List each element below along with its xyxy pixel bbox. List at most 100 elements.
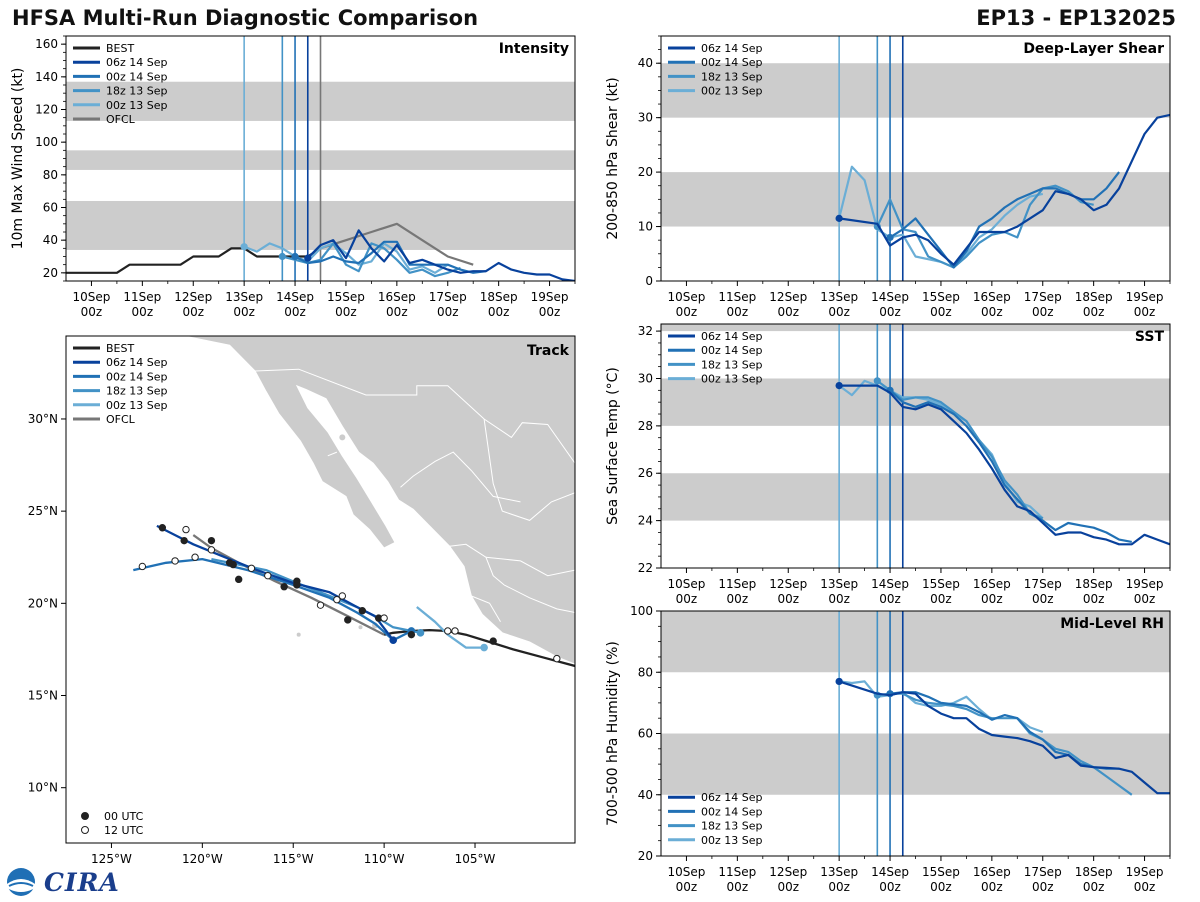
- x-tick-label-day: 15Sep: [922, 290, 960, 304]
- fix-marker-12utc: [138, 562, 147, 571]
- fix-marker-12utc: [264, 571, 272, 580]
- x-tick-label-day: 16Sep: [973, 577, 1011, 591]
- x-tick-label-hour: 00z: [930, 305, 952, 319]
- shear-chart: 01020304010Sep00z11Sep00z12Sep00z13Sep00…: [605, 35, 1171, 319]
- init-marker-run18z13: [873, 377, 881, 385]
- y-tick-label: 80: [43, 168, 58, 182]
- x-tick-label-hour: 00z: [727, 592, 749, 606]
- x-tick-label-day: 18Sep: [1075, 865, 1113, 879]
- fix-marker-12utc: [444, 627, 452, 635]
- y-tick-label: 120: [35, 103, 58, 117]
- fix-marker-00utc: [344, 616, 352, 624]
- series-line-run00z13: [243, 242, 449, 274]
- track-line-run00z14: [133, 557, 412, 642]
- y-tick-label: 160: [35, 37, 58, 51]
- legend-label: 00z 14 Sep: [106, 370, 168, 383]
- x-tick-label-day: 11Sep: [718, 865, 756, 879]
- x-tick-label-day: 11Sep: [718, 577, 756, 591]
- x-tick-label-day: 12Sep: [769, 290, 807, 304]
- x-tick-label-day: 10Sep: [73, 290, 111, 304]
- plot-content: [66, 36, 575, 281]
- init-marker-run00z14: [886, 233, 894, 242]
- y-tick-label: 20: [43, 266, 58, 280]
- y-tick-label: 22: [638, 561, 653, 575]
- fix-marker-12utc: [333, 595, 341, 604]
- x-tick-label-day: 12Sep: [769, 865, 807, 879]
- state-border: [503, 584, 575, 613]
- fix-marker-00utc: [280, 583, 288, 591]
- y-tick-label: 26: [638, 466, 653, 480]
- island: [339, 434, 346, 441]
- y-tick-label: 30: [638, 371, 653, 385]
- fix-marker-00utc: [234, 575, 243, 584]
- x-tick-label-day: 10Sep: [668, 865, 706, 879]
- x-tick-label-day: 11Sep: [718, 290, 756, 304]
- lat-tick-label: 15°N: [28, 689, 58, 703]
- x-tick-label-hour: 00z: [539, 305, 561, 319]
- state-border: [483, 418, 575, 521]
- legend-label: 06z 14 Sep: [106, 56, 168, 69]
- island: [358, 625, 363, 630]
- track-line-run00z13: [416, 606, 485, 649]
- x-tick-label-day: 10Sep: [668, 577, 706, 591]
- state-border: [485, 556, 575, 577]
- marker-legend-symbol: [81, 826, 89, 834]
- plot-content: [661, 324, 1170, 568]
- lon-tick-label: 110°W: [364, 852, 405, 866]
- x-tick-label-hour: 00z: [828, 880, 850, 894]
- lon-tick-label: 105°W: [455, 852, 496, 866]
- sst-chart: 22242628303210Sep00z11Sep00z12Sep00z13Se…: [605, 323, 1171, 606]
- x-tick-label-hour: 00z: [727, 305, 749, 319]
- x-tick-label-hour: 00z: [777, 592, 799, 606]
- x-tick-label-day: 13Sep: [225, 290, 263, 304]
- y-axis-label: 700-500 hPa Humidity (%): [605, 641, 621, 826]
- marker-legend-label: 12 UTC: [104, 824, 144, 837]
- y-tick-label: 20: [638, 165, 653, 179]
- y-tick-label: 40: [638, 788, 653, 802]
- x-tick-label-day: 17Sep: [1024, 865, 1062, 879]
- map-content: [133, 336, 575, 668]
- panel-title: Deep-Layer Shear: [1023, 41, 1164, 57]
- x-tick-label-day: 16Sep: [973, 290, 1011, 304]
- y-tick-label: 24: [638, 514, 653, 528]
- x-tick-label-day: 15Sep: [922, 865, 960, 879]
- x-tick-label-hour: 00z: [1032, 592, 1054, 606]
- legend-label: BEST: [106, 342, 134, 355]
- cira-logo: CIRA: [4, 866, 124, 898]
- x-tick-label-day: 18Sep: [1075, 290, 1113, 304]
- series-line-run00z14: [294, 240, 487, 274]
- init-marker-run18z13: [278, 252, 286, 261]
- series-line-run18z13: [876, 380, 1044, 520]
- legend-label: OFCL: [106, 113, 136, 126]
- fix-marker-00utc: [180, 536, 188, 545]
- panel-title: Mid-Level RH: [1060, 616, 1164, 632]
- x-tick-label-hour: 00z: [488, 305, 510, 319]
- legend-label: 18z 13 Sep: [701, 358, 763, 371]
- x-tick-label-hour: 00z: [1134, 592, 1156, 606]
- x-tick-label-day: 16Sep: [378, 290, 416, 304]
- category-band: [661, 378, 1170, 426]
- fix-marker-12utc: [247, 564, 256, 572]
- y-tick-label: 32: [638, 324, 653, 338]
- lat-tick-label: 10°N: [28, 781, 58, 795]
- x-tick-label-day: 17Sep: [1024, 290, 1062, 304]
- y-tick-label: 40: [638, 56, 653, 70]
- x-tick-label-hour: 00z: [930, 880, 952, 894]
- x-tick-label-hour: 00z: [233, 305, 255, 319]
- x-tick-label-hour: 00z: [1083, 305, 1105, 319]
- x-tick-label-day: 12Sep: [174, 290, 212, 304]
- x-tick-label-day: 13Sep: [820, 865, 858, 879]
- x-tick-label-hour: 00z: [335, 305, 357, 319]
- fix-marker-12utc: [338, 592, 347, 600]
- fix-marker-12utc: [182, 525, 190, 534]
- x-tick-label-hour: 00z: [676, 880, 698, 894]
- x-tick-label-hour: 00z: [676, 305, 698, 319]
- x-tick-label-day: 14Sep: [276, 290, 314, 304]
- legend-label: 00z 14 Sep: [106, 70, 168, 83]
- x-tick-label-day: 19Sep: [1126, 865, 1164, 879]
- x-tick-label-hour: 00z: [676, 592, 698, 606]
- x-tick-label-hour: 00z: [879, 305, 901, 319]
- x-tick-label-hour: 00z: [437, 305, 459, 319]
- fix-marker-00utc: [158, 524, 167, 532]
